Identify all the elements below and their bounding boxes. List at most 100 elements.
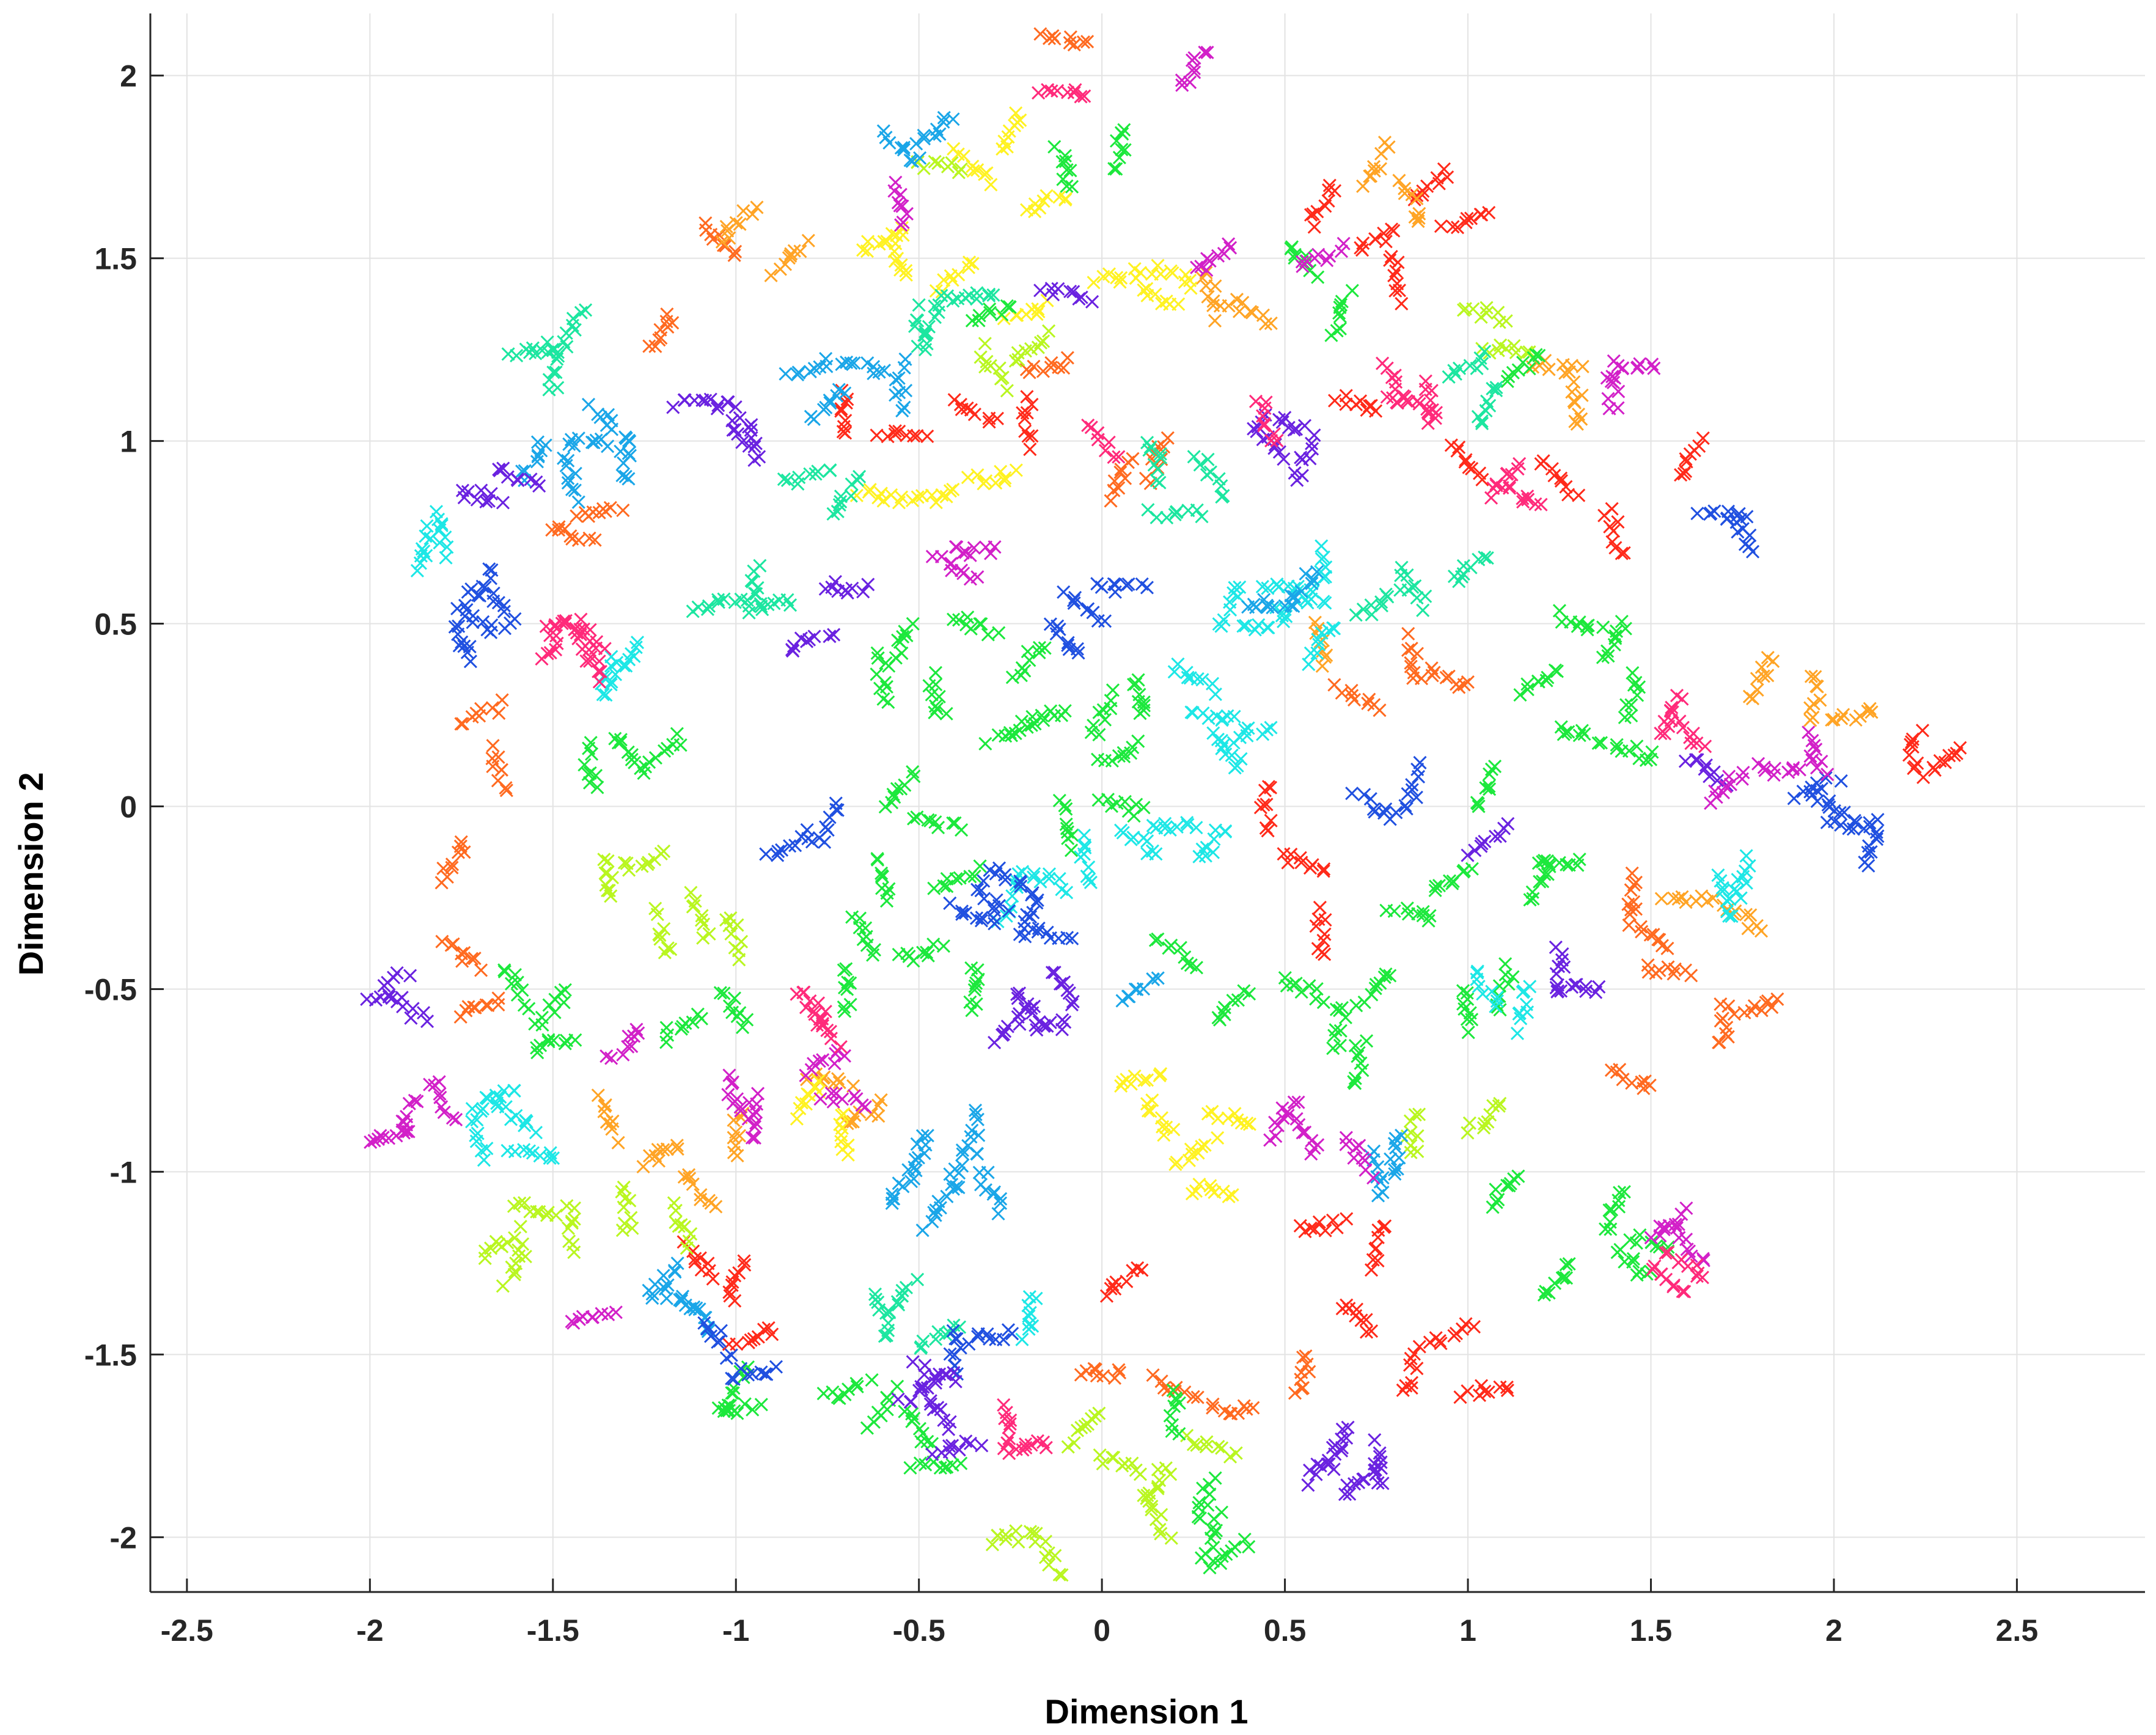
data-point: [1033, 27, 1094, 52]
data-point: [1043, 617, 1085, 660]
data-point: [1047, 140, 1079, 194]
data-point: [1194, 1505, 1229, 1565]
data-point: [1241, 593, 1298, 615]
data-point: [713, 986, 754, 1035]
data-point: [1537, 1257, 1576, 1302]
data-point: [1641, 958, 1698, 983]
data-point: [906, 482, 960, 510]
data-point: [1175, 45, 1214, 92]
data-point: [1045, 966, 1080, 1012]
data-point: [597, 853, 620, 903]
data-point: [914, 1318, 967, 1355]
x-axis-label: Dimension 1: [1045, 1692, 1248, 1731]
data-point: [907, 810, 969, 837]
data-point: [1646, 1259, 1692, 1299]
y-tick-label: -2: [110, 1520, 137, 1555]
data-point: [570, 501, 630, 523]
data-point: [1295, 237, 1351, 273]
data-point: [919, 288, 955, 341]
data-point: [725, 1360, 783, 1386]
y-tick-labels: 2 1.5 1 0.5 0 -0.5 -1 -1.5 -2: [84, 59, 137, 1555]
data-point: [870, 424, 934, 444]
data-point: [1916, 741, 1967, 785]
data-point: [615, 1180, 639, 1238]
data-point: [719, 911, 749, 967]
data-point: [1335, 1298, 1379, 1339]
data-point: [1354, 222, 1401, 257]
data-point: [1383, 249, 1409, 311]
data-point: [1129, 271, 1186, 311]
data-point: [501, 1143, 560, 1165]
data-point: [856, 221, 910, 259]
data-point: [1277, 847, 1331, 878]
data-point: [675, 1289, 716, 1338]
data-point: [453, 991, 505, 1024]
data-point: [1486, 1169, 1525, 1214]
data-point: [1727, 992, 1784, 1021]
data-point: [1019, 351, 1074, 380]
data-point: [963, 961, 985, 1018]
data-point: [943, 896, 1002, 931]
data-point: [1401, 626, 1429, 686]
data-point: [565, 1305, 623, 1330]
data-point: [892, 937, 951, 968]
data-point: [360, 966, 417, 1007]
data-point: [530, 1033, 582, 1060]
data-point: [560, 1199, 581, 1260]
data-point: [1394, 560, 1432, 617]
data-markers: [360, 27, 1967, 1582]
data-point: [1621, 866, 1643, 922]
data-point: [1327, 678, 1387, 717]
data-point: [891, 1372, 943, 1409]
data-point: [382, 989, 435, 1029]
data-point: [528, 983, 572, 1032]
data-point: [1367, 1433, 1390, 1491]
data-point: [1217, 721, 1278, 752]
data-point: [478, 1219, 527, 1265]
data-point: [1461, 1096, 1507, 1140]
data-point: [1364, 1219, 1392, 1277]
data-point: [1751, 757, 1806, 782]
y-tick-label: -1: [110, 1155, 137, 1189]
data-point: [1565, 375, 1589, 431]
data-point: [790, 1074, 826, 1126]
x-tick-label: 0: [1093, 1613, 1110, 1648]
data-point: [826, 469, 867, 521]
data-point: [666, 392, 725, 416]
data-point: [1013, 1013, 1072, 1037]
data-point: [1192, 823, 1233, 864]
data-point: [1084, 683, 1120, 742]
data-point: [1379, 901, 1437, 928]
data-point: [634, 727, 688, 776]
data-point: [1742, 650, 1780, 706]
data-point: [1293, 1212, 1354, 1239]
data-point: [1115, 971, 1165, 1008]
data-point: [978, 717, 1042, 751]
data-point: [742, 593, 798, 617]
data-point: [1018, 921, 1079, 945]
data-point: [1434, 205, 1496, 235]
data-point: [497, 963, 536, 1016]
data-point: [1610, 738, 1659, 767]
data-point: [722, 1254, 752, 1308]
data-point: [1554, 720, 1608, 750]
data-point: [996, 106, 1027, 156]
data-point: [1057, 585, 1112, 628]
data-point: [903, 1455, 968, 1475]
data-point: [642, 1256, 684, 1305]
data-point: [1418, 374, 1443, 430]
data-point: [837, 962, 857, 1018]
data-point: [909, 111, 960, 151]
data-point: [1033, 282, 1099, 309]
data-point: [948, 540, 1002, 562]
data-point: [557, 451, 585, 509]
data-point: [496, 1237, 532, 1293]
data-point: [471, 586, 522, 630]
data-point: [1052, 793, 1079, 857]
data-point: [676, 1235, 720, 1286]
data-point: [1495, 479, 1548, 512]
data-point: [1099, 1261, 1149, 1303]
data-point: [435, 934, 488, 977]
data-point: [1825, 702, 1879, 727]
data-point: [889, 352, 913, 418]
